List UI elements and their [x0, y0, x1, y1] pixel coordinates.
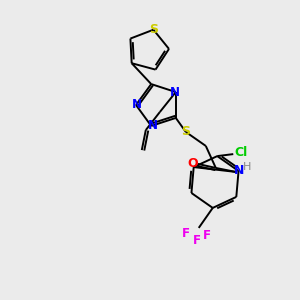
Text: F: F: [203, 230, 211, 242]
Text: N: N: [148, 119, 158, 132]
Text: Cl: Cl: [235, 146, 248, 159]
Text: S: S: [149, 23, 158, 36]
Text: N: N: [170, 85, 180, 99]
Text: N: N: [132, 98, 142, 112]
Text: F: F: [182, 227, 190, 240]
Text: N: N: [234, 164, 244, 177]
Text: F: F: [193, 234, 201, 248]
Text: S: S: [181, 125, 190, 138]
Text: O: O: [188, 158, 198, 170]
Text: H: H: [243, 162, 251, 172]
